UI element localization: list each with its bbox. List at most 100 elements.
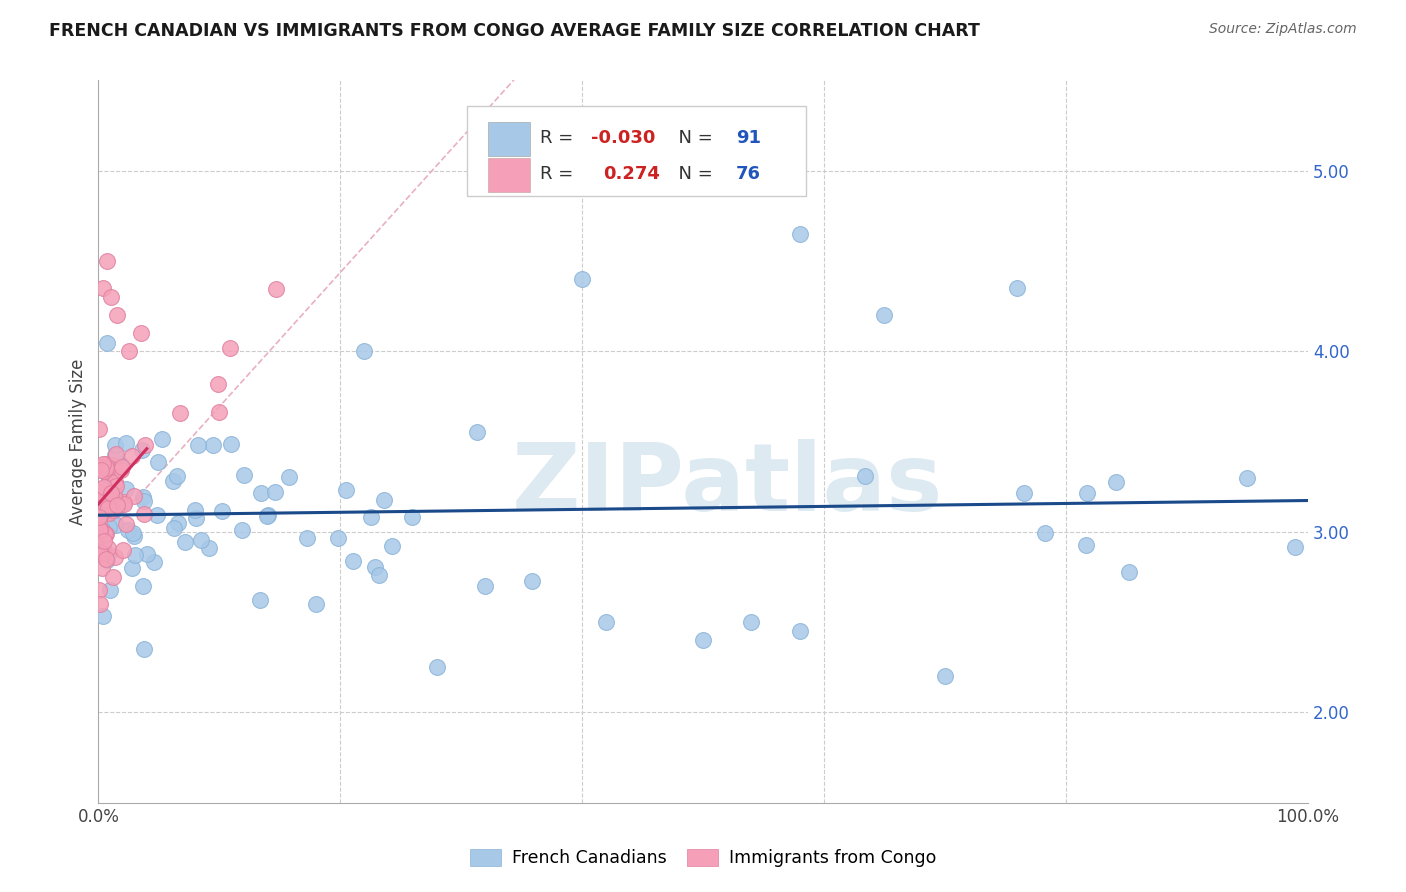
Point bbox=[94, 552, 117, 566]
Point bbox=[93, 480, 115, 494]
Point bbox=[114, 482, 136, 496]
Point bbox=[132, 579, 155, 593]
Point bbox=[231, 523, 253, 537]
Point bbox=[1007, 281, 1029, 295]
Point bbox=[114, 516, 136, 531]
Bar bbox=[488, 122, 530, 156]
Point bbox=[295, 531, 318, 545]
Point bbox=[91, 530, 114, 544]
Point bbox=[360, 510, 382, 524]
Point bbox=[91, 527, 114, 541]
Text: 0.274: 0.274 bbox=[603, 165, 659, 183]
Point bbox=[90, 548, 112, 562]
Point bbox=[87, 422, 110, 436]
Text: N =: N = bbox=[666, 129, 718, 147]
Point bbox=[335, 483, 357, 497]
Point bbox=[208, 405, 231, 419]
Point bbox=[90, 507, 112, 521]
Point bbox=[91, 522, 114, 536]
Point bbox=[934, 669, 956, 683]
Point bbox=[100, 485, 122, 500]
Point bbox=[110, 458, 132, 472]
Point bbox=[104, 449, 127, 463]
Point bbox=[96, 465, 118, 479]
Point bbox=[89, 522, 111, 536]
Point bbox=[122, 525, 145, 540]
Point bbox=[87, 484, 110, 499]
Point bbox=[692, 633, 714, 648]
Point bbox=[136, 547, 159, 561]
Point bbox=[110, 498, 132, 512]
Point bbox=[96, 490, 118, 504]
Point bbox=[381, 540, 404, 554]
Point bbox=[166, 468, 188, 483]
Point bbox=[104, 475, 127, 489]
Y-axis label: Average Family Size: Average Family Size bbox=[69, 359, 87, 524]
Point bbox=[183, 502, 205, 516]
Point bbox=[87, 488, 110, 502]
Point bbox=[89, 524, 111, 538]
Point bbox=[184, 511, 207, 525]
Point bbox=[96, 499, 118, 513]
Point bbox=[103, 487, 125, 501]
Point bbox=[93, 464, 115, 478]
Point bbox=[1012, 486, 1035, 500]
Point bbox=[112, 497, 135, 511]
Point bbox=[97, 541, 120, 555]
Point bbox=[789, 227, 811, 241]
Point bbox=[89, 582, 111, 597]
Point bbox=[104, 549, 127, 564]
Point bbox=[145, 508, 167, 523]
Point bbox=[104, 437, 127, 451]
Text: R =: R = bbox=[540, 129, 579, 147]
Point bbox=[132, 641, 155, 656]
Point bbox=[173, 534, 195, 549]
Point bbox=[90, 489, 112, 503]
Point bbox=[134, 438, 156, 452]
Point bbox=[105, 308, 128, 322]
Point bbox=[118, 344, 141, 359]
Point bbox=[89, 524, 111, 538]
Point bbox=[264, 282, 287, 296]
Point bbox=[90, 482, 112, 496]
Point bbox=[207, 376, 229, 391]
Point bbox=[595, 615, 617, 630]
Point bbox=[1105, 475, 1128, 489]
Point bbox=[104, 447, 127, 461]
Point bbox=[277, 470, 299, 484]
Point bbox=[117, 523, 139, 537]
Point bbox=[94, 491, 117, 505]
Point bbox=[90, 488, 112, 502]
Point bbox=[94, 492, 117, 507]
Point bbox=[426, 660, 449, 674]
Point bbox=[124, 548, 146, 562]
Point bbox=[146, 455, 169, 469]
Point bbox=[401, 510, 423, 524]
Point bbox=[305, 597, 328, 611]
Point bbox=[98, 506, 121, 520]
FancyBboxPatch shape bbox=[467, 105, 806, 196]
Point bbox=[94, 457, 117, 471]
Point bbox=[111, 459, 134, 474]
Point bbox=[202, 438, 225, 452]
Point bbox=[1118, 566, 1140, 580]
Point bbox=[131, 442, 153, 457]
Point bbox=[110, 463, 132, 477]
Text: 91: 91 bbox=[735, 129, 761, 147]
Point bbox=[522, 574, 544, 588]
Point bbox=[257, 508, 280, 522]
Point bbox=[162, 474, 184, 488]
Point bbox=[1076, 485, 1098, 500]
Point bbox=[740, 615, 762, 630]
Point bbox=[124, 529, 146, 543]
Text: -0.030: -0.030 bbox=[591, 129, 655, 147]
Point bbox=[111, 542, 134, 557]
Point bbox=[89, 509, 111, 524]
Point bbox=[104, 517, 127, 532]
Point bbox=[100, 458, 122, 472]
Point bbox=[90, 460, 112, 475]
Point bbox=[789, 624, 811, 639]
Point bbox=[97, 500, 120, 515]
Point bbox=[211, 504, 233, 518]
Point bbox=[122, 489, 145, 503]
